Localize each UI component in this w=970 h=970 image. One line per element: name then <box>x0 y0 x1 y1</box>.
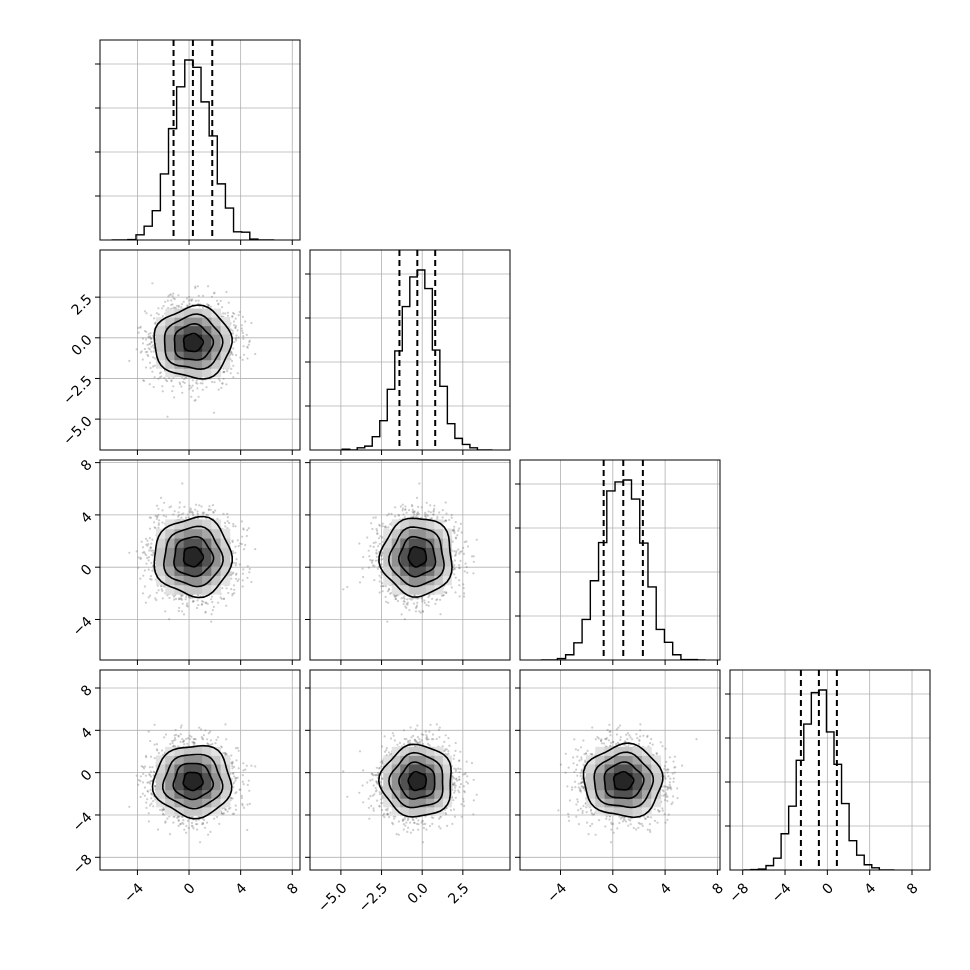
x-tick-label-2-2: 4 <box>657 880 675 898</box>
panel-frame <box>519 459 721 661</box>
y-tick-label-3-4: 8 <box>78 682 96 700</box>
panel-frame <box>309 459 511 661</box>
contour-level-4 <box>151 744 233 820</box>
joint-panel-1-2 <box>305 459 511 665</box>
contour-level-4 <box>378 517 453 598</box>
contour-level-1 <box>182 771 204 792</box>
contour-level-2 <box>173 535 215 578</box>
x-tick-label-2-0: −4 <box>544 880 570 906</box>
joint-panel-0-1 <box>95 249 301 455</box>
y-tick-label-1-2: 0.0 <box>69 332 96 359</box>
grid-lines <box>310 250 510 450</box>
grid-lines <box>730 670 930 870</box>
x-tick-label-0-2: 4 <box>233 880 251 898</box>
hist-panel-2 <box>515 459 721 665</box>
y-tick-label-3-3: 4 <box>78 725 96 743</box>
contour-level-2 <box>398 761 436 800</box>
contour-level-1 <box>182 546 205 568</box>
contour-level-1 <box>407 770 428 792</box>
hist-panel-1 <box>305 249 511 455</box>
y-tick-label-3-0: −8 <box>70 852 96 878</box>
contour-level-1 <box>612 770 635 791</box>
contour-level-3 <box>388 751 444 809</box>
y-tick-label-1-0: −5.0 <box>60 413 95 448</box>
y-tick-label-2-0: −4 <box>70 614 96 640</box>
contour-level-2 <box>173 322 215 361</box>
x-tick-label-1-3: 2.5 <box>445 880 472 907</box>
x-tick-label-3-3: 4 <box>862 880 880 898</box>
y-tick-label-3-2: 0 <box>78 767 96 785</box>
hist-panel-0 <box>95 39 301 245</box>
contour-level-2 <box>397 535 437 578</box>
panel-frame <box>99 249 301 451</box>
contour-level-2 <box>603 761 645 800</box>
histogram-step <box>341 269 493 450</box>
contour-level-1 <box>407 545 428 568</box>
grid-lines <box>520 460 720 660</box>
panel-frame <box>729 669 931 871</box>
contour-level-4 <box>153 515 233 599</box>
y-tick-label-2-1: 0 <box>78 562 96 580</box>
panel-frame <box>309 669 511 871</box>
y-tick-label-3-1: −4 <box>70 809 96 835</box>
x-tick-label-2-3: 8 <box>709 880 727 898</box>
joint-panel-0-2 <box>95 459 301 665</box>
contour-level-3 <box>162 525 224 588</box>
panel-frame <box>519 669 721 871</box>
y-tick-label-1-3: 2.5 <box>69 291 96 318</box>
panel-frame <box>99 669 301 871</box>
contour-level-4 <box>582 742 664 819</box>
x-tick-label-3-4: 8 <box>904 880 922 898</box>
hist-panel-3 <box>725 669 931 875</box>
y-tick-label-1-1: −2.5 <box>60 373 95 408</box>
panel-frame <box>99 39 301 241</box>
density-cells <box>585 746 662 816</box>
x-tick-label-3-0: −8 <box>726 880 752 906</box>
contour-level-4 <box>377 743 452 818</box>
contour-level-3 <box>387 526 445 588</box>
y-tick-label-2-2: 4 <box>78 509 96 527</box>
x-tick-label-1-1: −2.5 <box>356 880 391 915</box>
x-tick-label-1-0: −5.0 <box>315 880 350 915</box>
x-tick-label-1-2: 0.0 <box>405 880 432 907</box>
x-tick-label-2-1: 0 <box>605 880 623 898</box>
joint-panel-2-3 <box>515 669 721 875</box>
panel-frame <box>99 459 301 661</box>
x-tick-label-3-1: −4 <box>769 880 795 906</box>
contour-level-1 <box>182 332 205 353</box>
contour-level-3 <box>162 753 224 810</box>
joint-panel-1-3 <box>305 669 511 875</box>
contour-level-4 <box>153 304 233 380</box>
density-cells <box>156 308 231 378</box>
x-tick-label-0-0: −4 <box>121 880 147 906</box>
panel-frame <box>309 249 511 451</box>
grid-lines <box>100 460 300 660</box>
contour-level-2 <box>172 762 215 801</box>
contour-level-3 <box>163 313 224 371</box>
x-tick-label-3-2: 0 <box>819 880 837 898</box>
x-tick-label-0-1: 0 <box>181 880 199 898</box>
y-tick-label-2-3: 8 <box>78 457 96 475</box>
joint-panel-0-3 <box>95 669 301 875</box>
x-tick-label-0-3: 8 <box>284 880 302 898</box>
grid-lines <box>100 40 300 240</box>
contour-level-3 <box>593 751 655 809</box>
